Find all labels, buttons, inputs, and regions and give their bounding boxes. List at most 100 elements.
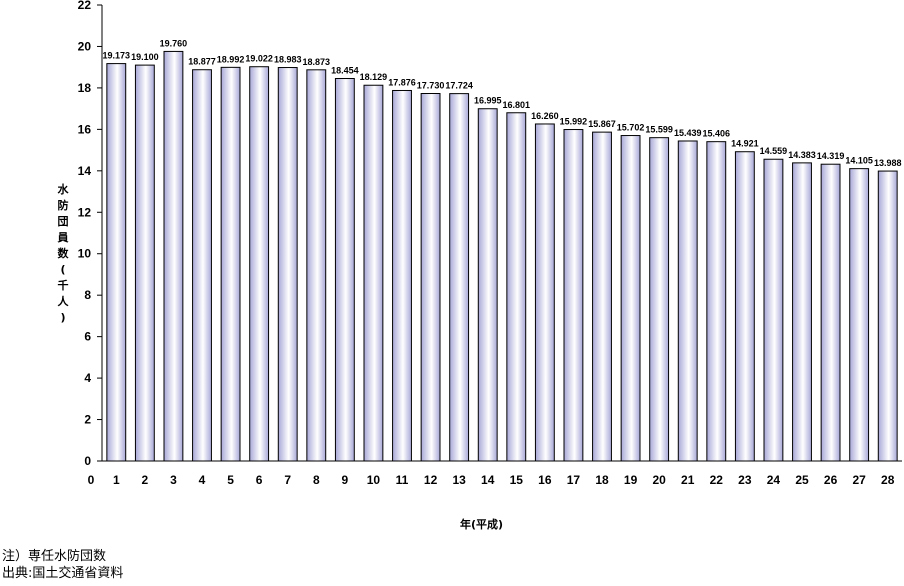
notes: 注）専任水防団数 出典:国土交通省資料 <box>2 548 123 582</box>
bar <box>192 69 212 462</box>
bar-value-label: 15.702 <box>617 123 645 133</box>
x-tick-label: 18 <box>595 473 609 487</box>
bar <box>477 108 498 462</box>
bar-value-label: 14.383 <box>788 150 816 160</box>
y-tick-label: 0 <box>84 454 91 468</box>
bar <box>849 168 870 462</box>
bar <box>134 64 155 462</box>
y-tick-label: 20 <box>78 39 92 53</box>
x-tick-label: 2 <box>142 473 149 487</box>
x-tick-label: 7 <box>284 473 291 487</box>
bar-value-label: 14.921 <box>731 139 759 149</box>
y-tick-label: 16 <box>78 122 92 136</box>
bar-value-label: 14.559 <box>760 146 788 156</box>
bar <box>877 170 898 462</box>
bar <box>734 151 755 462</box>
bar <box>363 84 384 462</box>
x-tick-label: 26 <box>824 473 838 487</box>
x-tick-label: 4 <box>199 473 206 487</box>
x-tick-label: 25 <box>795 473 809 487</box>
bar-value-label: 15.439 <box>674 128 702 138</box>
x-tick-label: 11 <box>396 473 409 487</box>
x-tick-label: 22 <box>710 473 724 487</box>
x-tick-label: 21 <box>681 473 695 487</box>
bar <box>706 141 727 462</box>
bar-value-label: 17.730 <box>417 81 445 91</box>
bar <box>334 77 355 462</box>
x-tick-label: 10 <box>367 473 381 487</box>
bar <box>592 131 612 462</box>
x-tick-label: 15 <box>510 473 524 487</box>
bar <box>763 158 784 462</box>
x-tick-label: 20 <box>652 473 666 487</box>
bar <box>677 140 698 462</box>
x-tick-label: 9 <box>342 473 349 487</box>
bar <box>106 63 127 462</box>
bar <box>563 129 584 462</box>
bar-value-label: 18.454 <box>331 65 359 75</box>
bar <box>620 135 641 462</box>
bar <box>506 112 527 462</box>
x-tick-label: 5 <box>227 473 234 487</box>
bar <box>449 93 470 462</box>
bar-value-label: 18.129 <box>360 72 388 82</box>
bar <box>534 123 555 462</box>
bar <box>792 162 812 462</box>
x-tick-label: 27 <box>852 473 866 487</box>
bar <box>392 89 412 462</box>
y-tick-label: 10 <box>78 247 92 261</box>
x-axis-title: 年(平成) <box>460 518 504 531</box>
x-tick-label: 13 <box>452 473 466 487</box>
x-tick-label: 24 <box>767 473 781 487</box>
bar-value-label: 16.801 <box>503 100 531 110</box>
bar-value-label: 15.599 <box>645 125 673 135</box>
bar-value-label: 19.022 <box>245 54 273 64</box>
x-tick-label: 6 <box>256 473 263 487</box>
x-tick-label: 14 <box>481 473 495 487</box>
bar-value-label: 19.760 <box>160 38 188 48</box>
bar <box>163 50 184 462</box>
bar <box>649 137 670 462</box>
bar <box>277 67 298 462</box>
bar <box>249 66 270 462</box>
source-line: 出典:国土交通省資料 <box>2 566 124 581</box>
x-tick-label: 8 <box>313 473 320 487</box>
y-tick-label: 2 <box>84 413 91 427</box>
bar-value-label: 14.319 <box>817 151 845 161</box>
y-tick-label: 22 <box>78 0 92 12</box>
x-axis: 0 1 2 3 4 5 6 7 8 9 10 11 12 13 14 15 16 17 18 19 20 21 22 23 24… <box>88 460 902 487</box>
bar-value-label: 16.260 <box>531 111 559 121</box>
y-tick-label: 18 <box>78 81 92 95</box>
bar <box>306 69 327 462</box>
bars <box>106 50 898 462</box>
note-line: 注）専任水防団数 <box>2 549 107 564</box>
bar-value-label: 18.873 <box>303 57 331 67</box>
x-tick-label: 17 <box>567 473 581 487</box>
bar-value-label: 16.995 <box>474 96 502 106</box>
x-tick-label: 28 <box>881 473 895 487</box>
bar-value-label: 14.105 <box>845 156 873 166</box>
x-origin-label: 0 <box>88 473 95 487</box>
bar <box>420 93 441 462</box>
y-axis: 2 4 6 8 10 12 14 16 18 20 22 0 <box>78 0 103 468</box>
bar-value-label: 17.724 <box>445 81 473 91</box>
bar <box>220 66 241 462</box>
y-tick-label: 4 <box>84 371 91 385</box>
bar-value-label: 18.992 <box>217 54 245 64</box>
bar-value-label: 13.988 <box>874 158 902 168</box>
bar-value-label: 15.406 <box>703 129 731 139</box>
x-tick-label: 12 <box>424 473 438 487</box>
bar-value-label: 18.983 <box>274 55 302 65</box>
bar-value-label: 15.992 <box>560 117 588 127</box>
y-tick-label: 14 <box>78 164 92 178</box>
x-tick-label: 23 <box>738 473 752 487</box>
bar-value-label: 17.876 <box>388 77 416 87</box>
x-tick-label: 1 <box>113 473 120 487</box>
y-tick-label: 8 <box>84 288 91 302</box>
y-tick-label: 12 <box>78 205 92 219</box>
bar-value-label: 19.100 <box>131 52 159 62</box>
y-axis-title: 水防団員数(千人) <box>57 183 69 324</box>
y-tick-label: 6 <box>84 330 91 344</box>
